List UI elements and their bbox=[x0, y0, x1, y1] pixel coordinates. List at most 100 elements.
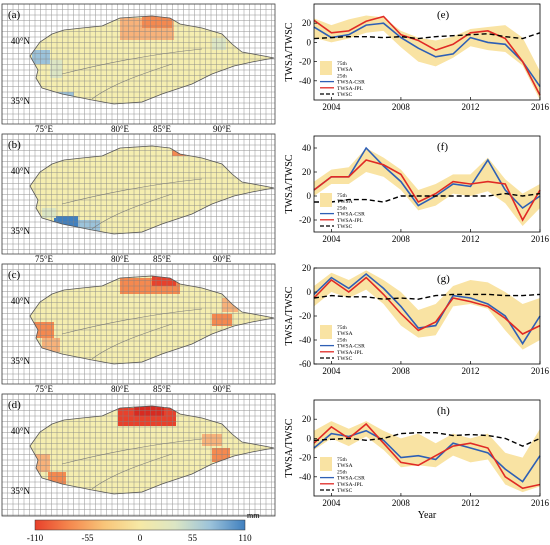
legend-band-swatch bbox=[320, 457, 332, 471]
panel-label: (g) bbox=[437, 273, 450, 285]
panel-label: (e) bbox=[437, 9, 450, 21]
panel-label: (b) bbox=[8, 139, 21, 151]
line-chart-panel: -40 -20 0 20 2004 2008 2012 2016 TWSA/TWSC (e) 75t… bbox=[284, 3, 550, 112]
y-tick-label: 20 bbox=[302, 167, 312, 177]
y-tick-label: 0 bbox=[307, 37, 312, 47]
basin-outline bbox=[29, 275, 275, 365]
anomaly-cell bbox=[42, 208, 56, 218]
legend-label: 75th bbox=[337, 61, 347, 67]
panel-label: (d) bbox=[8, 399, 21, 411]
legend-label: TWSC bbox=[337, 92, 353, 98]
sub-basin-line bbox=[61, 178, 203, 205]
sub-basin-line bbox=[61, 48, 203, 75]
legend-label: 75th bbox=[337, 193, 347, 199]
sub-basin-line bbox=[91, 453, 173, 490]
y-axis-label: TWSA/TWSC bbox=[284, 154, 295, 213]
legend-band-swatch bbox=[320, 325, 332, 339]
y-tick-label: -20 bbox=[299, 311, 311, 321]
colorbar-tick-label: 55 bbox=[188, 533, 198, 543]
lon-tick-label: 75°E bbox=[35, 254, 54, 264]
panel-label: (a) bbox=[8, 9, 21, 21]
y-tick-label: -40 bbox=[299, 472, 311, 482]
plot-frame bbox=[313, 3, 541, 101]
basin-fill bbox=[30, 406, 274, 494]
lat-tick-label: 40°N bbox=[11, 296, 31, 306]
line-chart-panel: -40 -20 0 20 2004 2008 2012 2016 TWSA/TWSC Year (h… bbox=[284, 399, 550, 521]
y-tick-label: 0 bbox=[307, 433, 312, 443]
legend-label: 25th bbox=[337, 469, 347, 475]
lon-tick-label: 80°E bbox=[111, 254, 130, 264]
map-grid bbox=[1, 3, 275, 124]
panel-label: (f) bbox=[437, 141, 448, 153]
legend-label: 25th bbox=[337, 337, 347, 343]
panel-label: (c) bbox=[8, 269, 21, 281]
anomaly-cell bbox=[142, 16, 172, 28]
colorbar bbox=[34, 519, 246, 531]
anomaly-cell bbox=[32, 50, 50, 64]
basin-fill bbox=[30, 276, 274, 364]
lon-tick-label: 75°E bbox=[35, 124, 54, 134]
series-twsa-csr bbox=[313, 146, 541, 210]
lon-tick-label: 80°E bbox=[111, 124, 130, 134]
anomaly-cell bbox=[202, 434, 222, 446]
map-panel: (d) 40°N 35°N bbox=[1, 393, 276, 517]
x-tick-label: 2016 bbox=[531, 102, 550, 112]
plot-frame bbox=[313, 135, 541, 233]
basin-outline bbox=[29, 405, 275, 495]
x-tick-label: 2008 bbox=[392, 234, 411, 244]
x-axis-label: Year bbox=[418, 510, 437, 521]
legend-label: 75th bbox=[337, 457, 347, 463]
legend-label: TWSA-CSR bbox=[337, 476, 365, 482]
lat-tick-label: 35°N bbox=[11, 356, 31, 366]
legend-label: TWSA bbox=[337, 199, 353, 205]
sub-basin-line bbox=[61, 308, 203, 335]
legend-band-swatch bbox=[320, 61, 332, 75]
series-twsa-jpl bbox=[313, 15, 541, 96]
basin-outline bbox=[29, 145, 275, 235]
lat-tick-label: 40°N bbox=[11, 426, 31, 436]
y-tick-label: -20 bbox=[299, 57, 311, 67]
lon-tick-label: 85°E bbox=[153, 124, 172, 134]
y-axis-label: TWSA/TWSC bbox=[284, 286, 295, 345]
y-tick-label: 40 bbox=[302, 143, 312, 153]
legend-label: TWSA-CSR bbox=[337, 80, 365, 86]
x-tick-label: 2008 bbox=[392, 498, 411, 508]
legend-label: 75th bbox=[337, 325, 347, 331]
basin-fill bbox=[30, 146, 274, 234]
y-axis-label: TWSA/TWSC bbox=[284, 22, 295, 81]
legend-label: TWSA-JPL bbox=[337, 482, 364, 488]
lat-tick-label: 35°N bbox=[11, 226, 31, 236]
legend-label: TWSA-CSR bbox=[337, 212, 365, 218]
y-tick-label: 0 bbox=[307, 191, 312, 201]
legend-label: TWSA-JPL bbox=[337, 350, 364, 356]
map-grid bbox=[1, 393, 275, 516]
legend-label: TWSA-JPL bbox=[337, 218, 364, 224]
sub-basin-line bbox=[91, 63, 173, 100]
colorbar-tick-label: 110 bbox=[238, 533, 252, 543]
series-twsa-jpl bbox=[313, 159, 541, 222]
legend-label: 25th bbox=[337, 205, 347, 211]
legend-label: 25th bbox=[337, 73, 347, 79]
legend-label: TWSA-CSR bbox=[337, 344, 365, 350]
x-tick-label: 2008 bbox=[392, 102, 411, 112]
colorbar-tick-label: -110 bbox=[27, 533, 44, 543]
lat-tick-label: 40°N bbox=[11, 166, 31, 176]
lon-tick-label: 90°E bbox=[213, 124, 232, 134]
colorbar-tick-label: -55 bbox=[82, 533, 94, 543]
legend-label: TWSA bbox=[337, 463, 353, 469]
series-twsa-jpl bbox=[313, 276, 541, 335]
map-panel: (a) 40°N 35°N 75°E 80°E 85°E 90°E bbox=[1, 3, 276, 134]
y-tick-label: 20 bbox=[302, 263, 312, 273]
x-tick-label: 2016 bbox=[531, 366, 550, 376]
legend-label: TWSC bbox=[337, 224, 353, 230]
basin-outline bbox=[29, 15, 275, 105]
anomaly-cell bbox=[212, 38, 226, 50]
anomaly-cell bbox=[42, 338, 60, 352]
map-grid bbox=[1, 263, 275, 384]
x-tick-label: 2004 bbox=[322, 234, 341, 244]
lat-tick-label: 40°N bbox=[11, 36, 31, 46]
x-tick-label: 2004 bbox=[322, 366, 341, 376]
y-tick-label: 20 bbox=[302, 18, 312, 28]
y-tick-label: 0 bbox=[307, 287, 312, 297]
